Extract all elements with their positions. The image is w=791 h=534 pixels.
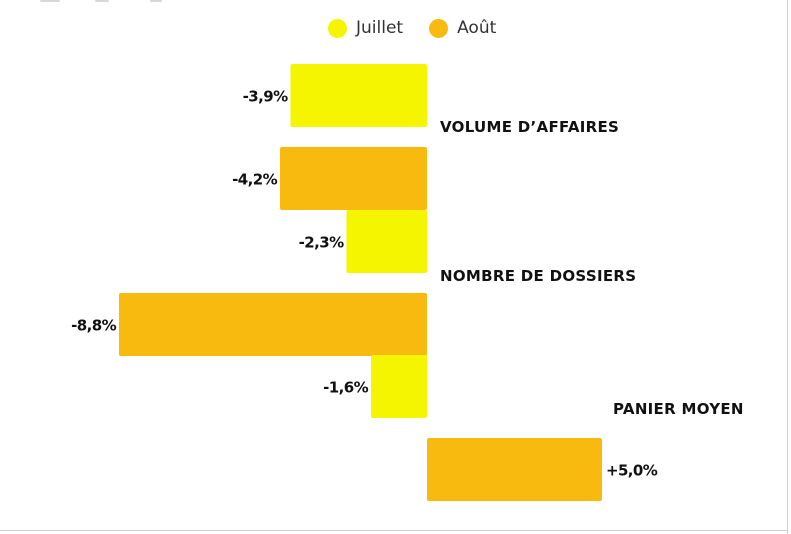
bar-juillet (346, 210, 427, 273)
legend-swatch-juillet (328, 18, 347, 38)
bar-juillet (290, 64, 427, 127)
legend-label-juillet: Juillet (356, 18, 404, 38)
bar-aout (119, 293, 427, 356)
frame-border-bottom (0, 530, 788, 531)
category-label: VOLUME D’AFFAIRES (440, 118, 619, 136)
bar-juillet (371, 355, 427, 418)
legend-swatch-aout (429, 18, 449, 38)
category-label: PANIER MOYEN (613, 400, 744, 418)
data-label: -4,2% (232, 171, 277, 189)
frame-border-right (787, 0, 788, 534)
bar-aout (280, 147, 427, 210)
top-edge-marks (0, 0, 170, 4)
data-label: -2,3% (299, 234, 344, 252)
legend-item-juillet[interactable]: Juillet (328, 18, 403, 38)
data-label: -1,6% (323, 379, 368, 397)
legend-item-aout[interactable]: Août (429, 18, 496, 38)
bar-aout (427, 438, 602, 501)
data-label: +5,0% (606, 462, 658, 480)
data-label: -8,8% (71, 317, 116, 335)
legend-label-aout: Août (457, 18, 497, 38)
legend: Juillet Août (328, 18, 522, 38)
category-label: NOMBRE DE DOSSIERS (440, 267, 636, 285)
data-label: -3,9% (243, 88, 288, 106)
